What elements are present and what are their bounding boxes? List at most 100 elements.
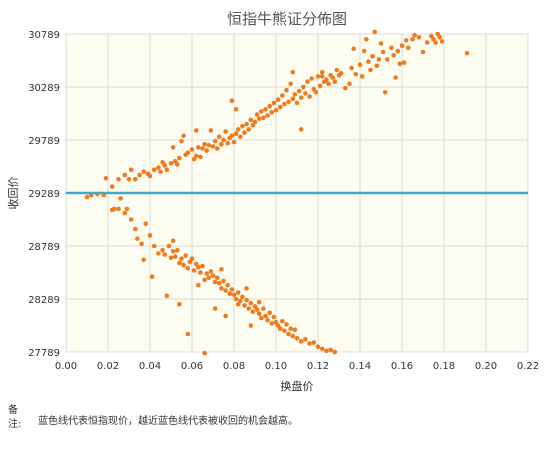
bull-point: [330, 75, 336, 80]
bear-point: [170, 238, 176, 243]
bull-point: [133, 176, 138, 182]
bull-point: [109, 184, 115, 189]
bull-point: [151, 167, 157, 172]
bear-point: [284, 322, 289, 327]
bear-point: [189, 256, 195, 262]
bull-point: [370, 54, 375, 59]
bear-point: [149, 274, 155, 280]
x-tick-label: 0.06: [181, 361, 203, 372]
bear-point: [206, 275, 212, 281]
bull-point: [208, 128, 214, 133]
bull-point: [162, 163, 167, 168]
x-tick-label: 0.00: [55, 361, 77, 372]
bear-point: [244, 297, 249, 303]
bull-point: [319, 69, 325, 75]
bear-point: [151, 243, 157, 249]
x-tick-label: 0.14: [349, 361, 371, 372]
bull-point: [334, 67, 340, 73]
bull-point: [315, 74, 321, 79]
bear-point: [286, 331, 291, 337]
x-tick-label: 0.16: [391, 361, 413, 372]
x-tick-label: 0.04: [139, 361, 161, 372]
bear-point: [219, 286, 224, 291]
bull-point: [265, 113, 270, 118]
bear-point: [250, 309, 256, 315]
bear-point: [166, 243, 172, 249]
bull-point: [401, 60, 407, 65]
y-tick-label: 27789: [28, 348, 60, 359]
bear-point: [235, 290, 241, 295]
bull-point: [240, 123, 245, 129]
bull-point: [303, 91, 308, 96]
bull-point: [319, 74, 325, 79]
bear-point: [196, 264, 201, 270]
bear-point: [204, 271, 209, 276]
bear-point: [223, 288, 228, 293]
bull-point: [246, 127, 251, 132]
bull-point: [382, 90, 388, 95]
bear-point: [135, 236, 140, 241]
bull-point: [301, 84, 306, 90]
bear-point: [233, 296, 239, 302]
bull-point: [158, 169, 163, 175]
bear-point: [221, 278, 226, 284]
bull-point: [214, 146, 220, 151]
bull-point: [288, 81, 294, 87]
bear-point: [254, 307, 260, 312]
bear-point: [177, 302, 182, 307]
bull-point: [269, 110, 275, 115]
bear-point: [118, 196, 123, 201]
bear-point: [210, 273, 216, 279]
bull-point: [147, 173, 153, 179]
bear-point: [198, 270, 203, 275]
bear-point: [147, 233, 153, 238]
bear-point: [179, 256, 184, 262]
bear-point: [181, 262, 186, 268]
bull-point: [170, 145, 176, 150]
bear-point: [328, 347, 333, 353]
bear-point: [298, 339, 304, 344]
bear-point: [122, 210, 128, 216]
bear-point: [231, 292, 237, 298]
y-tick-label: 28789: [28, 242, 60, 253]
bull-point: [221, 137, 226, 143]
bull-point: [376, 57, 382, 62]
bull-point: [361, 48, 367, 54]
bear-point: [112, 206, 117, 212]
bear-point: [177, 260, 182, 266]
bull-point: [393, 75, 399, 80]
bull-point: [259, 109, 264, 114]
bull-point: [179, 138, 184, 144]
bull-point: [351, 46, 357, 52]
bear-point: [259, 315, 264, 321]
bear-point: [332, 349, 338, 355]
bull-point: [349, 65, 354, 71]
bear-point: [164, 293, 170, 299]
bull-point: [368, 67, 373, 73]
bull-point: [391, 52, 396, 58]
bull-point: [244, 121, 249, 127]
bear-point: [244, 286, 249, 291]
bull-point: [164, 167, 170, 172]
bull-point: [229, 133, 235, 139]
bull-point: [437, 34, 443, 40]
bull-point: [204, 148, 209, 153]
bull-point: [193, 153, 199, 159]
x-tick-label: 0.02: [97, 361, 119, 372]
bear-point: [324, 348, 329, 354]
bear-point: [227, 291, 233, 297]
bear-point: [256, 311, 262, 317]
bull-point: [202, 141, 207, 147]
bull-point: [248, 117, 254, 123]
bear-point: [277, 326, 283, 332]
bear-point: [168, 255, 174, 260]
bull-point: [317, 83, 323, 89]
bull-point: [210, 144, 216, 149]
bear-point: [319, 346, 325, 352]
bull-point: [298, 95, 304, 100]
bear-point: [225, 282, 230, 288]
bull-point: [116, 176, 121, 182]
bull-point: [389, 45, 394, 51]
bull-point: [399, 43, 405, 48]
bull-point: [378, 41, 384, 46]
